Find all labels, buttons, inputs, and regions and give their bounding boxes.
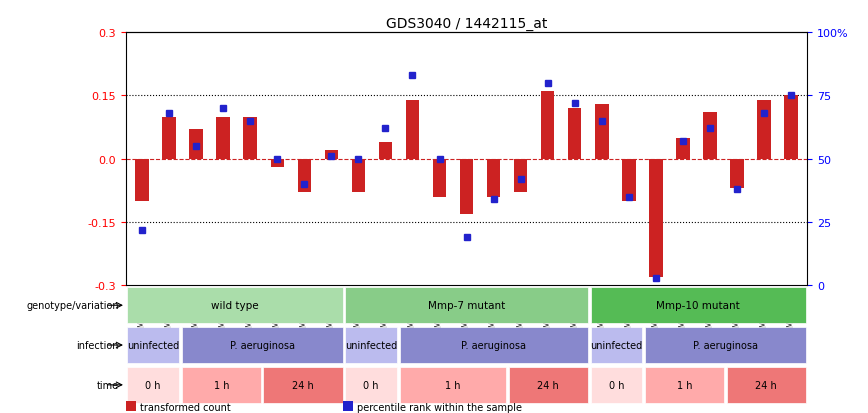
Text: 0 h: 0 h — [145, 380, 161, 390]
FancyBboxPatch shape — [345, 367, 397, 403]
Text: 24 h: 24 h — [537, 380, 559, 390]
Text: percentile rank within the sample: percentile rank within the sample — [357, 402, 522, 412]
Text: uninfected: uninfected — [127, 340, 179, 350]
FancyBboxPatch shape — [727, 367, 806, 403]
Bar — [730, 159, 744, 189]
Bar — [649, 159, 662, 277]
FancyBboxPatch shape — [181, 367, 260, 403]
Bar — [541, 92, 555, 159]
Text: 1 h: 1 h — [677, 380, 693, 390]
FancyBboxPatch shape — [590, 328, 642, 363]
Text: 1 h: 1 h — [214, 380, 229, 390]
Text: P. aeruginosa: P. aeruginosa — [693, 340, 758, 350]
FancyBboxPatch shape — [645, 367, 724, 403]
Bar — [405, 100, 419, 159]
Bar — [785, 96, 798, 159]
Bar — [216, 117, 230, 159]
Bar — [568, 109, 582, 159]
FancyBboxPatch shape — [181, 328, 343, 363]
Bar — [622, 159, 635, 202]
FancyBboxPatch shape — [128, 287, 343, 323]
Text: genotype/variation: genotype/variation — [26, 301, 119, 311]
Bar — [378, 142, 392, 159]
Title: GDS3040 / 1442115_at: GDS3040 / 1442115_at — [386, 17, 547, 31]
FancyBboxPatch shape — [264, 367, 343, 403]
Bar — [433, 159, 446, 197]
FancyBboxPatch shape — [645, 328, 806, 363]
Bar — [514, 159, 528, 193]
Text: 1 h: 1 h — [445, 380, 461, 390]
Bar — [595, 104, 608, 159]
Text: wild type: wild type — [211, 301, 259, 311]
Bar — [244, 117, 257, 159]
Text: Mmp-10 mutant: Mmp-10 mutant — [656, 301, 740, 311]
Text: Mmp-7 mutant: Mmp-7 mutant — [428, 301, 505, 311]
Bar — [271, 159, 284, 168]
Text: time: time — [97, 380, 119, 390]
Bar — [298, 159, 311, 193]
Text: uninfected: uninfected — [590, 340, 642, 350]
FancyBboxPatch shape — [400, 328, 588, 363]
FancyBboxPatch shape — [128, 367, 179, 403]
FancyBboxPatch shape — [345, 328, 397, 363]
FancyBboxPatch shape — [509, 367, 588, 403]
Bar — [487, 159, 500, 197]
FancyBboxPatch shape — [128, 328, 179, 363]
FancyBboxPatch shape — [590, 287, 806, 323]
Bar — [460, 159, 473, 214]
Text: 24 h: 24 h — [755, 380, 777, 390]
FancyBboxPatch shape — [345, 287, 588, 323]
FancyBboxPatch shape — [590, 367, 642, 403]
FancyBboxPatch shape — [400, 367, 506, 403]
Bar — [189, 130, 203, 159]
Bar — [162, 117, 176, 159]
Text: P. aeruginosa: P. aeruginosa — [230, 340, 294, 350]
Bar — [325, 151, 339, 159]
Bar — [135, 159, 148, 202]
Bar — [757, 100, 771, 159]
Bar — [352, 159, 365, 193]
Text: 0 h: 0 h — [608, 380, 624, 390]
Bar — [703, 113, 717, 159]
Text: 24 h: 24 h — [293, 380, 314, 390]
Text: transformed count: transformed count — [140, 402, 231, 412]
Text: uninfected: uninfected — [345, 340, 398, 350]
Text: P. aeruginosa: P. aeruginosa — [461, 340, 526, 350]
Text: infection: infection — [76, 340, 119, 350]
Bar — [676, 138, 689, 159]
Text: 0 h: 0 h — [364, 380, 379, 390]
